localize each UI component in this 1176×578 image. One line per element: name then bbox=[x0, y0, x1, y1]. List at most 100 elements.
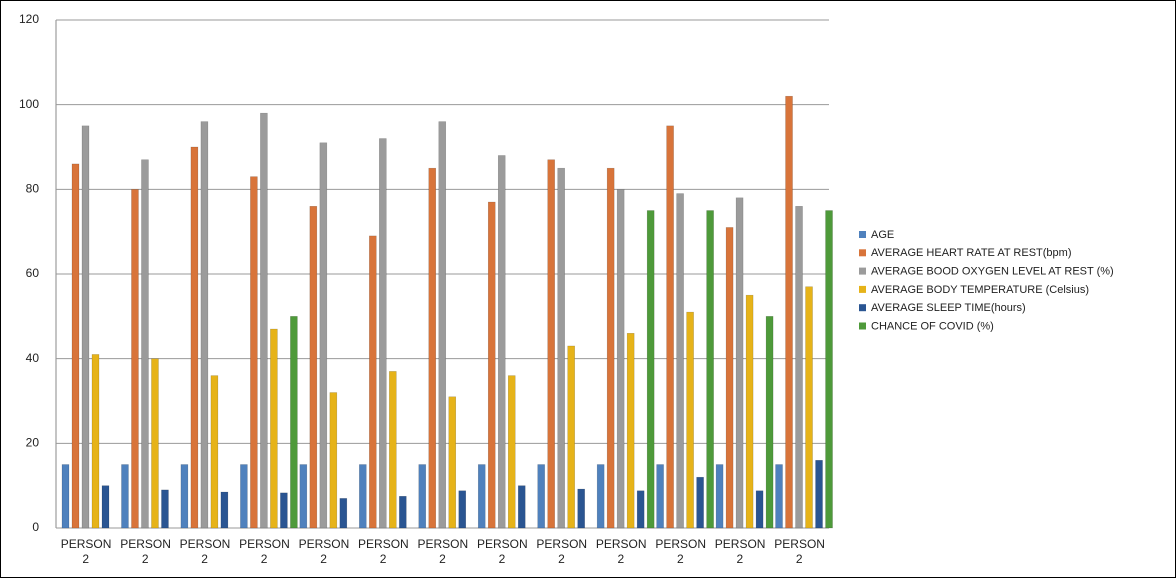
legend-swatch bbox=[859, 231, 866, 238]
bar bbox=[299, 464, 308, 529]
legend-swatch bbox=[859, 322, 866, 330]
bar bbox=[487, 201, 496, 529]
bar bbox=[210, 375, 219, 529]
x-tick-label: PERSON 2 bbox=[536, 537, 588, 566]
bar bbox=[200, 121, 209, 529]
bar bbox=[399, 496, 407, 529]
bar bbox=[557, 167, 565, 529]
bar bbox=[190, 146, 199, 529]
bar bbox=[339, 498, 348, 529]
bar bbox=[795, 206, 803, 529]
bar bbox=[428, 167, 437, 529]
legend-label: AVERAGE SLEEP TIME(hours) bbox=[871, 302, 1026, 314]
bar bbox=[567, 345, 575, 529]
bar bbox=[260, 112, 268, 529]
bar bbox=[745, 294, 754, 529]
y-tick-label: 20 bbox=[26, 436, 40, 450]
bar bbox=[220, 491, 229, 529]
bar bbox=[725, 227, 734, 529]
bar bbox=[765, 316, 774, 529]
bar bbox=[280, 492, 288, 529]
bar bbox=[121, 464, 129, 529]
bar bbox=[319, 142, 328, 529]
x-tick-label: PERSON 2 bbox=[60, 537, 112, 566]
bar bbox=[606, 167, 615, 529]
bar bbox=[676, 193, 684, 529]
legend-swatch bbox=[859, 304, 866, 312]
bar bbox=[646, 210, 655, 529]
bar bbox=[517, 485, 526, 529]
bar bbox=[785, 95, 793, 529]
legend-label: AGE bbox=[871, 229, 894, 241]
bar bbox=[616, 189, 625, 529]
bar bbox=[61, 464, 70, 529]
x-tick-label: PERSON 2 bbox=[774, 537, 825, 566]
x-tick-label: PERSON 2 bbox=[417, 537, 469, 566]
bar bbox=[270, 328, 278, 529]
bar bbox=[131, 189, 139, 529]
y-tick-label: 120 bbox=[19, 12, 39, 26]
y-tick-label: 80 bbox=[26, 182, 40, 196]
bar bbox=[626, 333, 635, 529]
x-tick-label: PERSON 2 bbox=[714, 537, 766, 566]
bar bbox=[91, 354, 100, 529]
bar bbox=[815, 460, 823, 529]
bar bbox=[507, 375, 516, 529]
x-tick-label: PERSON 2 bbox=[239, 537, 290, 566]
bar bbox=[755, 490, 764, 529]
legend-label: AVERAGE BODY TEMPERATURE (Celsius) bbox=[871, 284, 1089, 296]
bar bbox=[706, 210, 714, 529]
x-tick-label: PERSON 2 bbox=[120, 537, 171, 566]
legend-label: AVERAGE BOOD OXYGEN LEVEL AT REST (%) bbox=[871, 266, 1114, 278]
y-tick-label: 100 bbox=[19, 97, 39, 111]
bar bbox=[151, 358, 159, 529]
bar bbox=[240, 464, 248, 529]
bar bbox=[81, 125, 90, 529]
bar bbox=[775, 464, 783, 529]
x-tick-label: PERSON 2 bbox=[655, 537, 707, 566]
bar bbox=[101, 485, 110, 529]
x-tick-label: PERSON 2 bbox=[298, 537, 350, 566]
bar bbox=[696, 476, 704, 529]
bar bbox=[418, 464, 427, 529]
bar bbox=[329, 392, 338, 529]
x-tick-label: PERSON 2 bbox=[358, 537, 409, 566]
bar bbox=[666, 125, 674, 529]
legend-swatch bbox=[859, 267, 866, 275]
bar bbox=[715, 464, 724, 529]
bar bbox=[458, 490, 467, 529]
bar bbox=[161, 489, 169, 529]
x-tick-label: PERSON 2 bbox=[595, 537, 647, 566]
bar bbox=[71, 163, 80, 529]
bar bbox=[596, 464, 605, 529]
bar bbox=[686, 311, 694, 529]
bar bbox=[290, 316, 298, 529]
bar bbox=[547, 159, 555, 529]
legend-label: CHANCE OF COVID (%) bbox=[871, 320, 994, 332]
bar bbox=[309, 206, 318, 529]
bar bbox=[735, 197, 744, 529]
y-tick-label: 60 bbox=[26, 266, 40, 280]
y-tick-label: 40 bbox=[26, 351, 40, 365]
bar bbox=[250, 176, 258, 529]
bar bbox=[141, 159, 149, 529]
bar bbox=[180, 464, 189, 529]
bar bbox=[359, 464, 367, 529]
y-tick-label: 0 bbox=[32, 520, 39, 534]
legend-swatch bbox=[859, 285, 866, 293]
bar bbox=[497, 155, 506, 529]
bar bbox=[477, 464, 486, 529]
bar bbox=[636, 490, 645, 529]
x-tick-label: PERSON 2 bbox=[179, 537, 231, 566]
bar bbox=[448, 396, 457, 529]
bar bbox=[825, 210, 833, 529]
bar bbox=[577, 488, 585, 529]
x-tick-label: PERSON 2 bbox=[476, 537, 528, 566]
bar bbox=[389, 371, 397, 529]
bar bbox=[369, 235, 377, 529]
bar bbox=[537, 464, 545, 529]
legend-label: AVERAGE HEART RATE AT REST(bpm) bbox=[871, 247, 1072, 259]
legend-swatch bbox=[859, 249, 866, 257]
bar bbox=[805, 286, 813, 529]
